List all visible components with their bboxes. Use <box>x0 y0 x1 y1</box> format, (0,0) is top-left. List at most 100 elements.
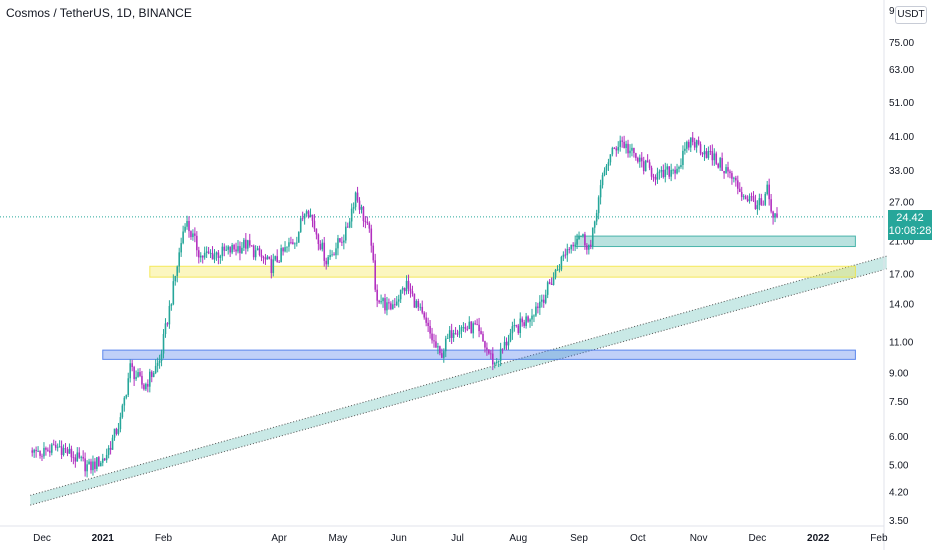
candle <box>282 246 284 256</box>
candle <box>82 450 84 462</box>
candle <box>713 148 716 166</box>
candle <box>619 135 621 152</box>
candle <box>666 163 669 175</box>
candle <box>225 245 228 252</box>
candle <box>203 246 206 260</box>
candle <box>345 221 347 244</box>
candle <box>689 137 692 153</box>
candle <box>680 158 682 169</box>
candle <box>88 458 90 465</box>
candle <box>556 265 559 271</box>
support-band-lower-edge <box>30 268 887 506</box>
candle <box>41 453 43 461</box>
candle <box>586 243 588 255</box>
candle <box>111 434 114 450</box>
candle <box>364 215 367 229</box>
candle <box>725 164 727 174</box>
candle <box>286 246 288 253</box>
candle <box>125 394 128 400</box>
y-tick-label-14: 5.00 <box>889 460 909 471</box>
candle <box>329 249 331 260</box>
y-tick-label-1: 75.00 <box>889 38 914 49</box>
candle <box>707 146 710 160</box>
candle <box>354 191 357 211</box>
candle <box>162 329 165 359</box>
candle <box>544 289 547 305</box>
candle <box>635 152 637 161</box>
candle <box>629 144 631 158</box>
x-tick-label-7: Aug <box>509 533 527 544</box>
y-tick-label-8: 17.00 <box>889 269 914 280</box>
candle <box>758 193 761 211</box>
candles <box>31 131 778 478</box>
candle <box>123 396 126 412</box>
x-tick-label-13: Feb <box>870 533 888 544</box>
candle <box>337 234 339 256</box>
currency-badge[interactable]: USDT <box>895 6 927 24</box>
time-axis[interactable]: Dec 2021 Feb Apr May Jun Jul Aug Sep Oct Nov Dec 202… <box>33 533 888 544</box>
candle <box>429 320 431 339</box>
zone-rect-0[interactable] <box>574 235 856 248</box>
candle <box>121 403 124 419</box>
candle <box>682 145 684 170</box>
candle <box>296 236 298 247</box>
price-axis[interactable]: 92.0075.0063.0051.0041.0033.0027.0021.00… <box>889 6 914 527</box>
candle <box>386 296 388 316</box>
candle <box>180 237 182 257</box>
candle <box>109 441 112 455</box>
candle <box>84 452 86 477</box>
candle <box>290 236 292 245</box>
candle <box>231 242 233 255</box>
candle <box>419 303 422 311</box>
candle <box>31 447 33 457</box>
candle <box>201 255 204 264</box>
candle <box>90 458 92 474</box>
trend-support-band[interactable] <box>30 255 887 506</box>
candle <box>688 139 690 151</box>
candle <box>423 311 425 320</box>
candle <box>160 349 163 367</box>
candle <box>352 202 355 214</box>
support-band-upper-edge <box>30 255 887 496</box>
x-tick-label-10: Nov <box>690 533 708 544</box>
candle <box>370 224 373 253</box>
candle <box>470 321 473 334</box>
support-band-fill <box>30 256 887 506</box>
candle <box>403 287 406 296</box>
candle <box>686 140 688 153</box>
candle <box>141 370 143 389</box>
candle <box>315 228 318 240</box>
candle <box>486 342 488 356</box>
candle <box>388 298 390 310</box>
horizontal-zones[interactable] <box>102 235 856 360</box>
candle <box>546 280 549 299</box>
x-tick-label-4: May <box>329 533 348 544</box>
candle <box>37 446 39 453</box>
candle <box>609 154 612 166</box>
candle <box>458 324 461 338</box>
candle <box>143 383 145 391</box>
candle <box>752 191 755 202</box>
candle <box>292 238 294 245</box>
candle <box>239 241 241 261</box>
zone-rect-2[interactable] <box>102 349 856 360</box>
candle <box>378 299 380 304</box>
candle <box>72 451 75 465</box>
bar-countdown: 10:08:28 <box>888 224 932 237</box>
candle <box>374 253 376 293</box>
candle <box>368 221 371 233</box>
chart-title: Cosmos / TetherUS, 1D, BINANCE <box>6 6 192 20</box>
candle <box>550 277 553 286</box>
zone-rect-1[interactable] <box>149 265 856 278</box>
candle <box>488 349 490 355</box>
candle <box>113 428 116 441</box>
candle <box>411 285 414 297</box>
candle <box>703 144 706 161</box>
candle <box>168 300 171 329</box>
candle <box>372 242 375 263</box>
candle <box>131 359 133 372</box>
candle <box>733 176 735 183</box>
candle <box>560 255 563 272</box>
candle <box>405 275 408 295</box>
